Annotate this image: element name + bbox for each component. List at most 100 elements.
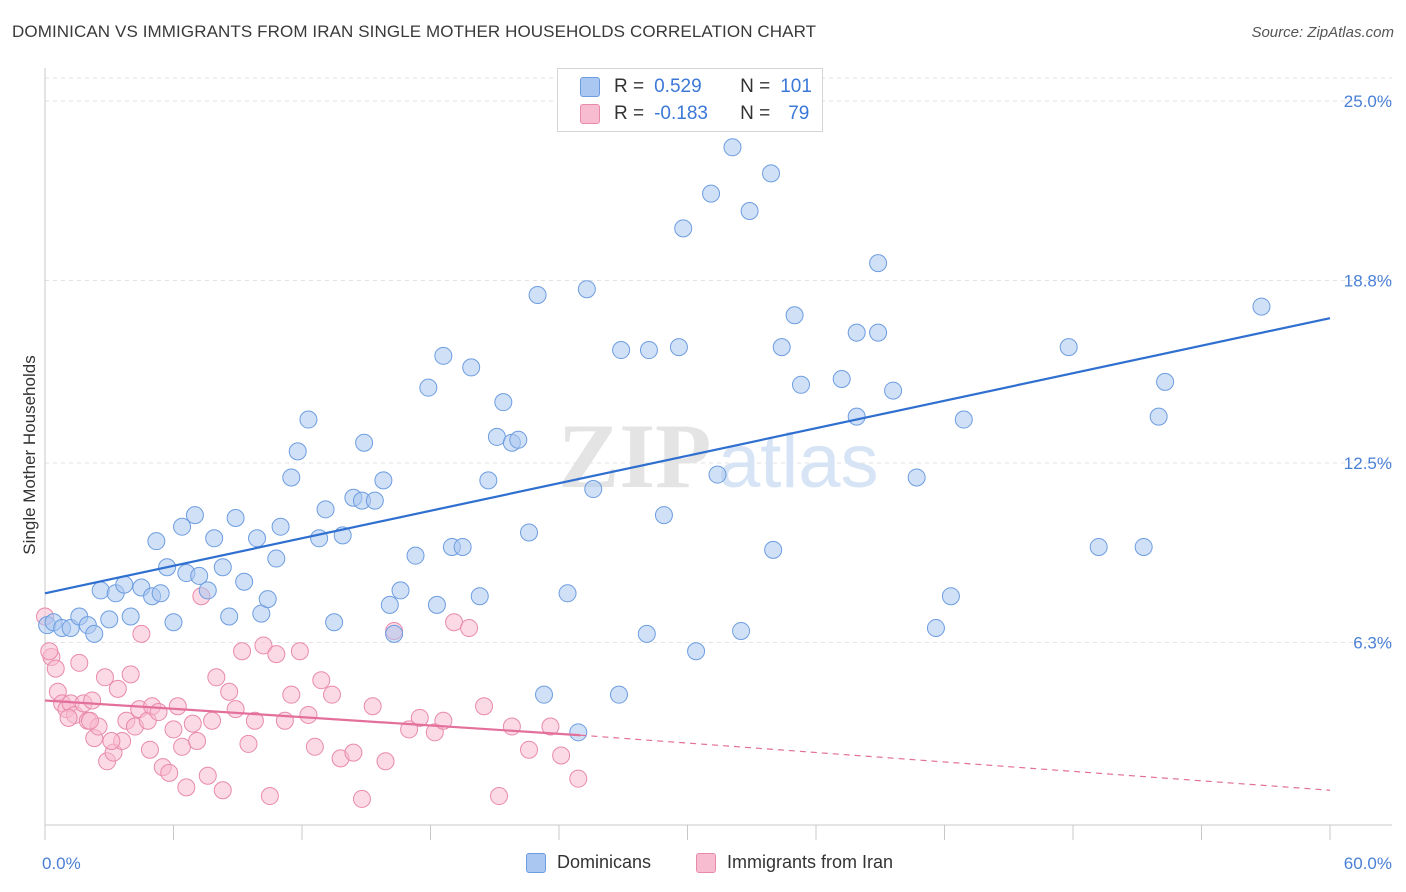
data-point <box>213 558 232 577</box>
series-legend: Dominicans Immigrants from Iran <box>0 852 1406 876</box>
y-axis-label: Single Mother Households <box>20 355 39 554</box>
data-point <box>132 624 151 643</box>
data-point <box>260 787 279 806</box>
data-point <box>220 682 239 701</box>
axes <box>44 68 1392 840</box>
data-point <box>427 595 446 614</box>
data-point <box>954 410 973 429</box>
legend-label-dominicans: Dominicans <box>557 852 652 872</box>
data-point <box>479 471 498 490</box>
data-point <box>380 595 399 614</box>
data-point <box>190 566 209 585</box>
legend-swatch-dominicans <box>580 77 600 97</box>
data-point <box>847 323 866 342</box>
data-point <box>674 219 693 238</box>
data-point <box>147 532 166 551</box>
legend-r-label: R = <box>614 76 645 97</box>
data-point <box>687 642 706 661</box>
trend-line-dominicans <box>44 317 1331 595</box>
legend-n-value: 101 <box>780 76 812 97</box>
data-point <box>1149 407 1168 426</box>
data-point <box>344 743 363 762</box>
data-point <box>740 202 759 221</box>
data-point <box>245 711 264 730</box>
data-point <box>584 480 603 499</box>
data-point <box>785 306 804 325</box>
y-tick-label: 6.3% <box>1353 634 1392 653</box>
legend-item-iran[interactable]: Immigrants from Iran <box>696 852 893 873</box>
data-point <box>669 338 688 357</box>
data-point <box>385 624 404 643</box>
data-point <box>80 711 99 730</box>
data-point <box>168 697 187 716</box>
data-point <box>205 529 224 548</box>
data-point <box>723 138 742 157</box>
data-point <box>91 581 110 600</box>
data-point <box>869 323 888 342</box>
legend-swatch-iran <box>580 104 600 124</box>
data-point <box>100 610 119 629</box>
data-point <box>708 465 727 484</box>
data-point <box>494 393 513 412</box>
data-point <box>365 491 384 510</box>
data-point <box>410 708 429 727</box>
data-point <box>926 619 945 638</box>
data-point <box>233 642 252 661</box>
data-point <box>772 338 791 357</box>
data-point <box>220 607 239 626</box>
data-point <box>235 572 254 591</box>
trend-lines <box>44 317 1331 791</box>
data-point <box>239 734 258 753</box>
data-point <box>95 668 114 687</box>
legend-item-dominicans[interactable]: Dominicans <box>526 852 651 873</box>
data-point <box>832 369 851 388</box>
data-point <box>487 427 506 446</box>
correlation-legend: R = 0.529 N = 101 R = -0.183 N = 79 <box>557 68 823 132</box>
data-point <box>46 659 65 678</box>
data-point <box>520 740 539 759</box>
data-point <box>639 341 658 360</box>
data-point <box>490 787 509 806</box>
data-point <box>569 769 588 788</box>
data-point <box>363 697 382 716</box>
data-point <box>884 381 903 400</box>
legend-swatch-iran <box>696 852 716 873</box>
data-point <box>535 685 554 704</box>
x-tick-label: 0.0% <box>42 854 81 873</box>
data-point <box>419 378 438 397</box>
data-point <box>83 691 102 710</box>
data-point <box>374 471 393 490</box>
data-point <box>1252 297 1271 316</box>
data-point <box>322 685 341 704</box>
data-point <box>305 737 324 756</box>
data-point <box>213 781 232 800</box>
data-point <box>445 613 464 632</box>
data-point <box>149 703 168 722</box>
legend-n-label: N = <box>740 76 771 97</box>
data-point <box>1089 537 1108 556</box>
data-point <box>702 184 721 203</box>
data-point <box>762 164 781 183</box>
data-point <box>102 732 121 751</box>
data-point <box>520 523 539 542</box>
data-point <box>552 746 571 765</box>
data-point <box>267 645 286 664</box>
legend-r-label: R = <box>614 103 645 124</box>
data-point <box>764 540 783 559</box>
data-point <box>108 679 127 698</box>
data-point <box>355 433 374 452</box>
data-point <box>173 737 192 756</box>
data-point <box>121 607 140 626</box>
data-point <box>434 346 453 365</box>
data-point <box>475 697 494 716</box>
data-point <box>569 723 588 742</box>
data-point <box>869 254 888 273</box>
data-point <box>59 708 78 727</box>
data-point <box>299 705 318 724</box>
y-tick-label: 12.5% <box>1344 454 1392 473</box>
data-point <box>271 517 290 536</box>
data-point <box>164 613 183 632</box>
data-point <box>732 621 751 640</box>
data-point <box>637 624 656 643</box>
legend-row-iran: R = -0.183 N = 79 <box>580 102 809 126</box>
